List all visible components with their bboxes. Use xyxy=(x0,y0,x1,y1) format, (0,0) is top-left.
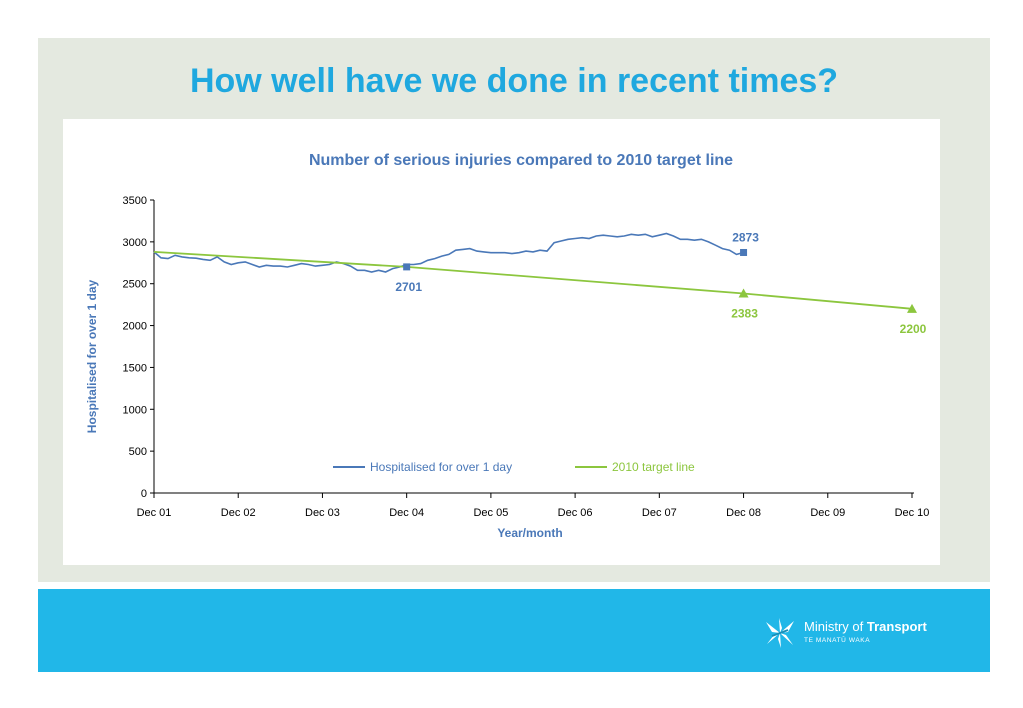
slide-area: How well have we done in recent times? N… xyxy=(38,38,990,582)
logo-name-regular: Ministry of xyxy=(804,619,864,634)
callout-marker-hospitalised xyxy=(740,248,748,256)
callout-marker-target xyxy=(738,288,749,298)
legend-label-hospitalised: Hospitalised for over 1 day xyxy=(370,460,512,474)
y-tick-label: 2000 xyxy=(123,321,147,333)
y-tick-label: 0 xyxy=(141,488,147,500)
y-axis-label: Hospitalised for over 1 day xyxy=(85,279,99,433)
chart-title: Number of serious injuries compared to 2… xyxy=(309,152,733,169)
y-tick-label: 3000 xyxy=(123,237,147,249)
x-axis-label: Year/month xyxy=(497,526,562,540)
x-tick-label: Dec 09 xyxy=(810,507,845,519)
callout-label-hospitalised: 2701 xyxy=(395,280,422,294)
callout-marker-hospitalised xyxy=(403,263,411,271)
chart-panel: Number of serious injuries compared to 2… xyxy=(63,119,940,565)
y-tick-label: 500 xyxy=(129,446,147,458)
x-tick-label: Dec 10 xyxy=(895,507,930,519)
x-tick-label: Dec 03 xyxy=(305,507,340,519)
callout-label-hospitalised: 2873 xyxy=(732,230,759,244)
logo-name: Ministry of Transport xyxy=(804,619,927,634)
x-tick-label: Dec 04 xyxy=(389,507,424,519)
ministry-logo: Ministry of Transport TE MANATŪ WAKA xyxy=(762,616,962,650)
callout-marker-target xyxy=(907,303,917,313)
fern-icon xyxy=(766,618,794,648)
y-tick-label: 1500 xyxy=(123,362,147,374)
x-tick-label: Dec 07 xyxy=(642,507,677,519)
y-tick-label: 1000 xyxy=(123,404,147,416)
x-tick-label: Dec 02 xyxy=(221,507,256,519)
legend-label-target: 2010 target line xyxy=(612,460,695,474)
logo-subtitle: TE MANATŪ WAKA xyxy=(804,637,871,644)
line-chart: Number of serious injuries compared to 2… xyxy=(85,152,930,540)
series-line-hospitalised xyxy=(153,232,744,273)
footer-band: Ministry of Transport TE MANATŪ WAKA xyxy=(38,589,990,672)
logo-name-bold: Transport xyxy=(866,619,927,634)
callout-label-target: 2200 xyxy=(900,322,927,336)
x-tick-label: Dec 08 xyxy=(726,507,761,519)
x-tick-label: Dec 05 xyxy=(473,507,508,519)
x-tick-label: Dec 01 xyxy=(137,507,172,519)
callout-label-target: 2383 xyxy=(731,307,758,321)
y-tick-label: 2500 xyxy=(123,279,147,291)
series-line-target xyxy=(153,251,913,310)
y-tick-label: 3500 xyxy=(123,195,147,207)
slide-title: How well have we done in recent times? xyxy=(189,62,839,100)
x-tick-label: Dec 06 xyxy=(558,507,593,519)
